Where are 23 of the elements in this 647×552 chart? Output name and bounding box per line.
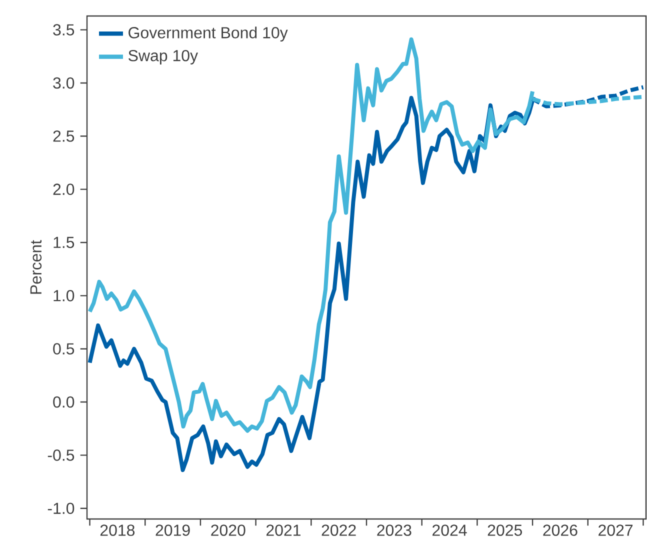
y-tick-label: 3.0 bbox=[53, 77, 74, 89]
x-tick-label: 2020 bbox=[211, 524, 246, 536]
y-tick-label: 0.0 bbox=[53, 396, 74, 408]
y-axis-title: Percent bbox=[30, 240, 42, 294]
y-tick-label: -0.5 bbox=[48, 450, 74, 461]
x-tick-label: 2018 bbox=[100, 524, 135, 536]
x-tick-label: 2019 bbox=[156, 524, 190, 536]
x-tick-label: 2024 bbox=[432, 524, 467, 536]
y-tick-label: 0.5 bbox=[53, 343, 74, 354]
legend-label: Swap 10y bbox=[128, 50, 198, 64]
x-tick-label: 2021 bbox=[266, 524, 300, 536]
legend-label: Government Bond 10y bbox=[128, 26, 288, 42]
y-tick-label: 3.5 bbox=[53, 24, 74, 36]
y-tick-label: 1.5 bbox=[54, 236, 74, 248]
x-tick-label: 2025 bbox=[488, 524, 522, 536]
x-tick-label: 2023 bbox=[377, 524, 412, 536]
y-tick-label: -1.0 bbox=[48, 502, 74, 514]
y-tick-label: 1.0 bbox=[54, 290, 74, 302]
x-tick-label: 2027 bbox=[598, 524, 633, 536]
x-tick-label: 2026 bbox=[543, 524, 578, 536]
y-tick-label: 2.0 bbox=[53, 184, 74, 195]
x-tick-label: 2022 bbox=[322, 524, 356, 536]
y-tick-label: 2.5 bbox=[53, 130, 74, 142]
